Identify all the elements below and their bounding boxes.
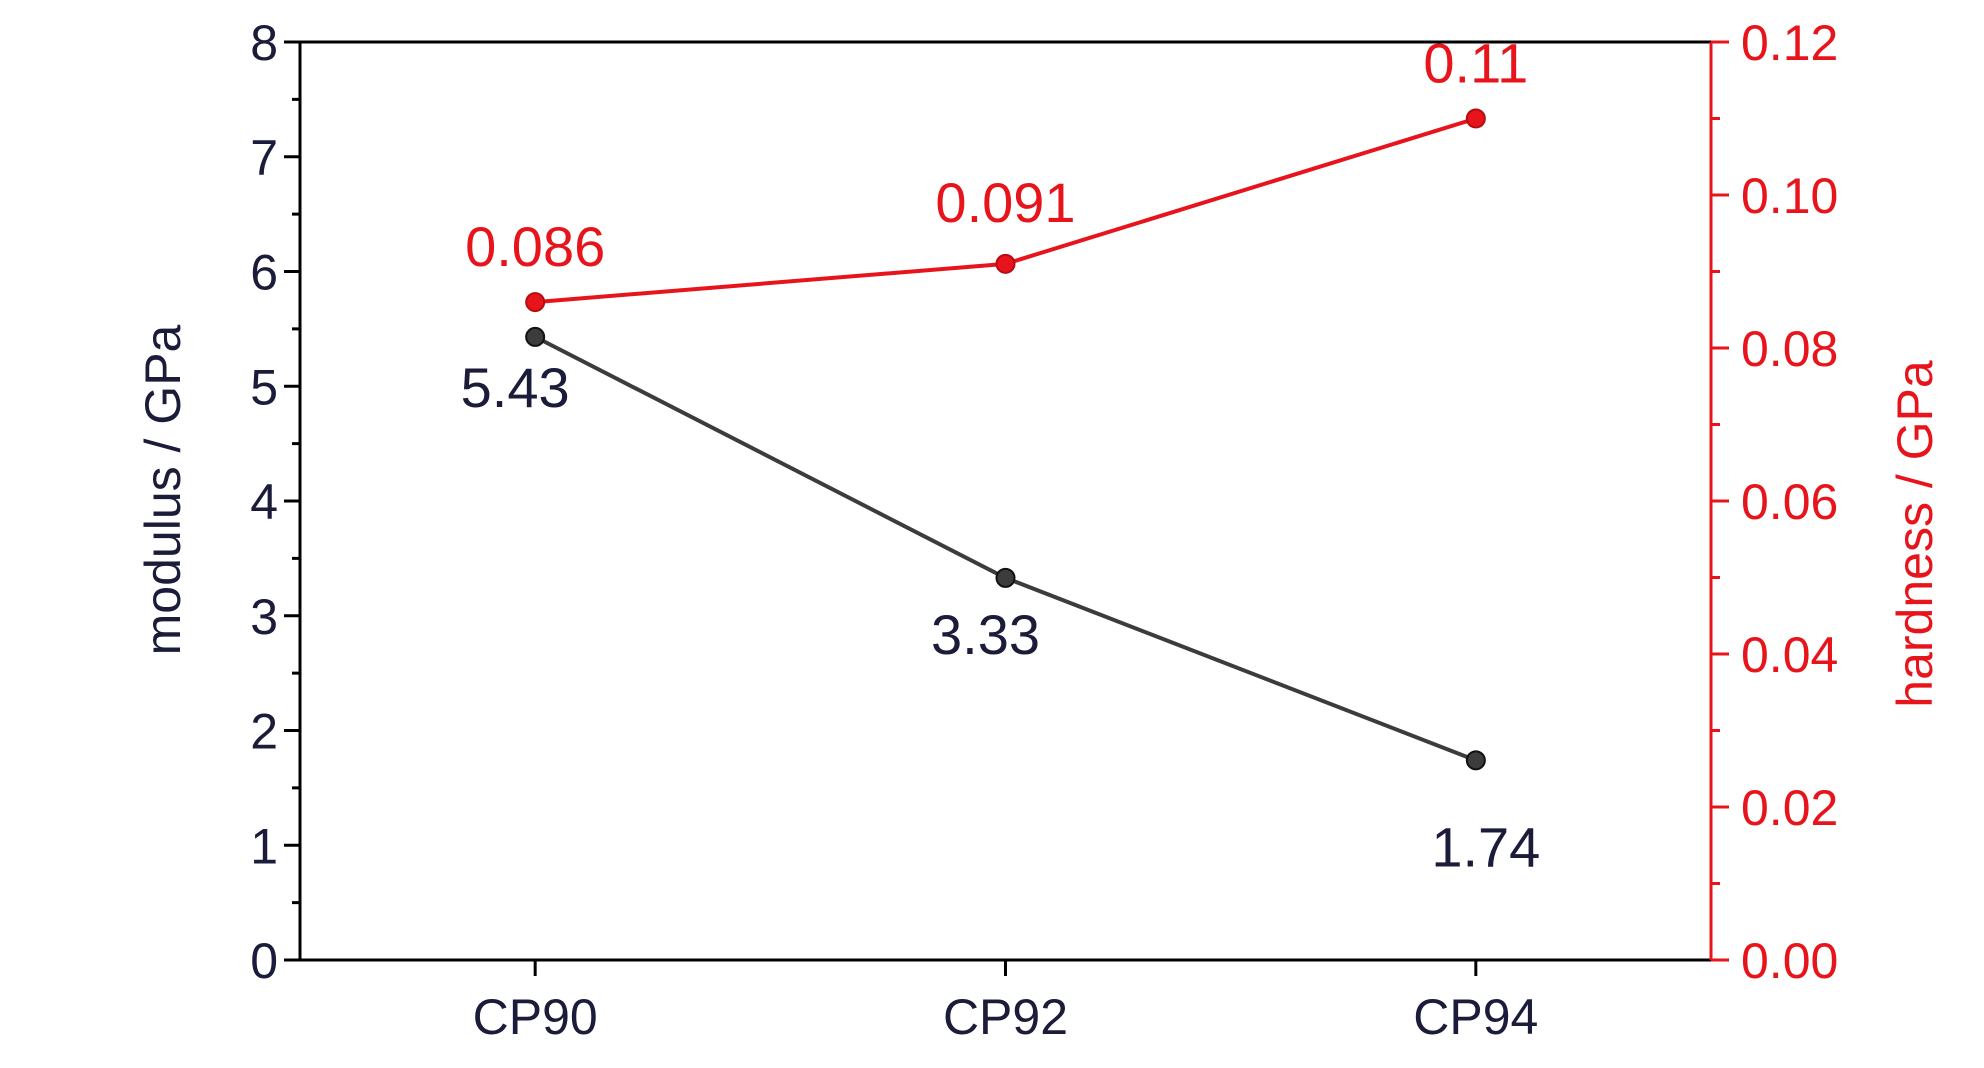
y-tick-label-left: 1 [250,818,278,874]
y-axis-title-left: modulus / GPa [135,324,191,655]
series-line-modulus [534,335,1477,763]
labels-layer: 5.43 3.33 1.74 0.086 0.091 0.11 [461,32,1541,879]
axes-layer: 0 1 2 3 4 5 6 7 8 0.00 0.02 0.04 0.06 0.08 0.10 0.12 CP9… [250,15,1838,1045]
y-tick-label-right: 0.00 [1741,933,1838,989]
y-axis-title-right: hardness / GPa [1887,360,1943,708]
y-tick-label-left: 2 [250,704,278,760]
data-label-hardness-cp94: 0.11 [1423,32,1528,95]
y-tick-label-left: 8 [250,15,278,71]
y-tick-label-left: 0 [250,933,278,989]
data-label-hardness-cp90: 0.086 [465,215,605,278]
y-tick-label-right: 0.10 [1741,168,1838,224]
data-label-hardness-cp92: 0.091 [935,171,1075,234]
x-tick-label-cp94: CP94 [1413,989,1538,1045]
data-label-modulus-cp94: 1.74 [1431,815,1540,878]
data-point-hardness-cp90 [525,292,546,313]
y-tick-label-left: 5 [250,359,278,415]
x-tick-label-cp92: CP92 [943,989,1068,1045]
data-point-hardness-cp92 [995,253,1016,274]
data-point-modulus-cp92 [995,567,1016,588]
series-layer [525,108,1486,771]
y-tick-label-left: 3 [250,589,278,645]
data-point-modulus-cp90 [525,326,546,347]
y-tick-label-right: 0.08 [1741,321,1838,377]
data-label-modulus-cp92: 3.33 [931,603,1040,666]
y-tick-label-right: 0.04 [1741,627,1838,683]
x-tick-label-cp90: CP90 [473,989,598,1045]
y-tick-label-right: 0.02 [1741,780,1838,836]
y-tick-label-left: 7 [250,130,278,186]
y-tick-label-left: 4 [250,474,278,530]
y-tick-label-right: 0.06 [1741,474,1838,530]
y-tick-label-left: 6 [250,245,278,301]
data-point-modulus-cp94 [1465,750,1486,771]
data-label-modulus-cp90: 5.43 [461,356,570,419]
y-tick-label-right: 0.12 [1741,15,1838,71]
data-point-hardness-cp94 [1465,108,1486,129]
